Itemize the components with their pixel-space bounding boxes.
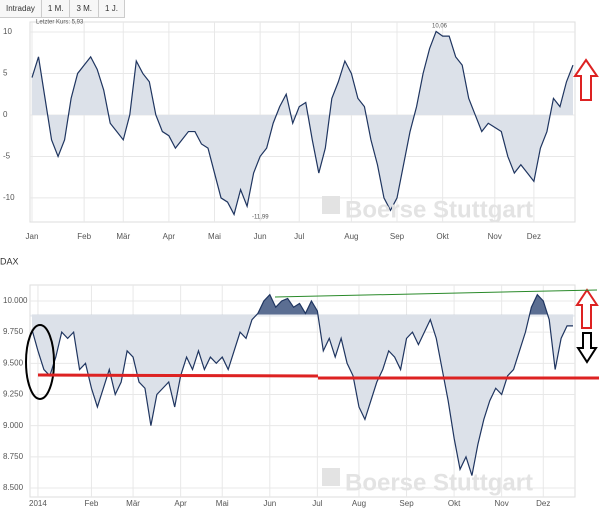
x-tick-label: Apr: [163, 232, 176, 241]
line: [31, 30, 574, 217]
x-tick-label: Mär: [126, 499, 140, 508]
support-line: [37, 373, 319, 378]
y-tick-label: 8.500: [3, 483, 24, 492]
x-tick-label: Aug: [344, 232, 358, 241]
x-tick-label: Jun: [263, 499, 276, 508]
x-tick-label: Apr: [174, 499, 187, 508]
x-tick-label: Feb: [85, 499, 99, 508]
x-tick-label: Sep: [399, 499, 414, 508]
y-tick-label: 9.500: [3, 358, 24, 367]
tab[interactable]: 1 J.: [99, 0, 125, 18]
y-tick-label: 9.750: [3, 327, 24, 336]
x-tick-label: Jul: [294, 232, 304, 241]
last-price: Letzter Kurs: 5,93: [36, 20, 84, 26]
x-tick-label: Jun: [254, 232, 267, 241]
y-tick-label: -5: [3, 152, 11, 161]
up-arrow: [573, 58, 599, 101]
x-tick-label: Mai: [208, 232, 221, 241]
x-tick-label: Sep: [390, 232, 405, 241]
x-tick-label: Mär: [116, 232, 130, 241]
x-tick-label: Okt: [448, 499, 461, 508]
y-tick-label: 8.750: [3, 452, 24, 461]
x-tick-label: Nov: [495, 499, 509, 508]
chart-title: DAX: [0, 256, 19, 266]
min-annotation: -11,99: [252, 215, 269, 221]
tab[interactable]: 3 M.: [70, 0, 100, 18]
area-above: [32, 294, 573, 315]
up-arrow: [575, 288, 599, 329]
circle-mark: [25, 324, 55, 400]
y-tick-label: 10.000: [3, 296, 28, 305]
watermark-logo: [322, 196, 340, 214]
tab[interactable]: 1 M.: [41, 0, 71, 18]
baseline-band: [30, 314, 575, 317]
x-tick-label: Nov: [488, 232, 502, 241]
x-tick-label: Dez: [527, 232, 541, 241]
x-tick-label: Mai: [216, 499, 229, 508]
watermark: Boerse Stuttgart: [345, 196, 533, 223]
y-tick-label: 9.000: [3, 421, 24, 430]
y-tick-label: 10: [3, 27, 12, 36]
y-tick-label: -10: [3, 193, 15, 202]
y-tick-label: 5: [3, 69, 8, 78]
y-tick-label: 9.250: [3, 390, 24, 399]
tab[interactable]: Intraday: [0, 0, 42, 18]
down-arrow: [576, 332, 598, 364]
range-tabs: Intraday 1 M. 3 M. 1 J.: [0, 0, 125, 18]
x-tick-label: Jan: [26, 232, 39, 241]
x-tick-label: 2014: [29, 499, 47, 508]
area-below: [32, 314, 573, 476]
x-tick-label: Okt: [436, 232, 449, 241]
x-tick-label: Aug: [352, 499, 366, 508]
x-tick-label: Jul: [312, 499, 322, 508]
trend-line: [274, 289, 598, 298]
watermark-logo: [322, 468, 340, 486]
y-tick-label: 0: [3, 110, 8, 119]
area: [32, 31, 573, 215]
x-tick-label: Feb: [77, 232, 91, 241]
watermark: Boerse Stuttgart: [345, 469, 533, 496]
x-tick-label: Dez: [536, 499, 550, 508]
max-annotation: 10,06: [432, 24, 448, 30]
line: [31, 293, 573, 476]
